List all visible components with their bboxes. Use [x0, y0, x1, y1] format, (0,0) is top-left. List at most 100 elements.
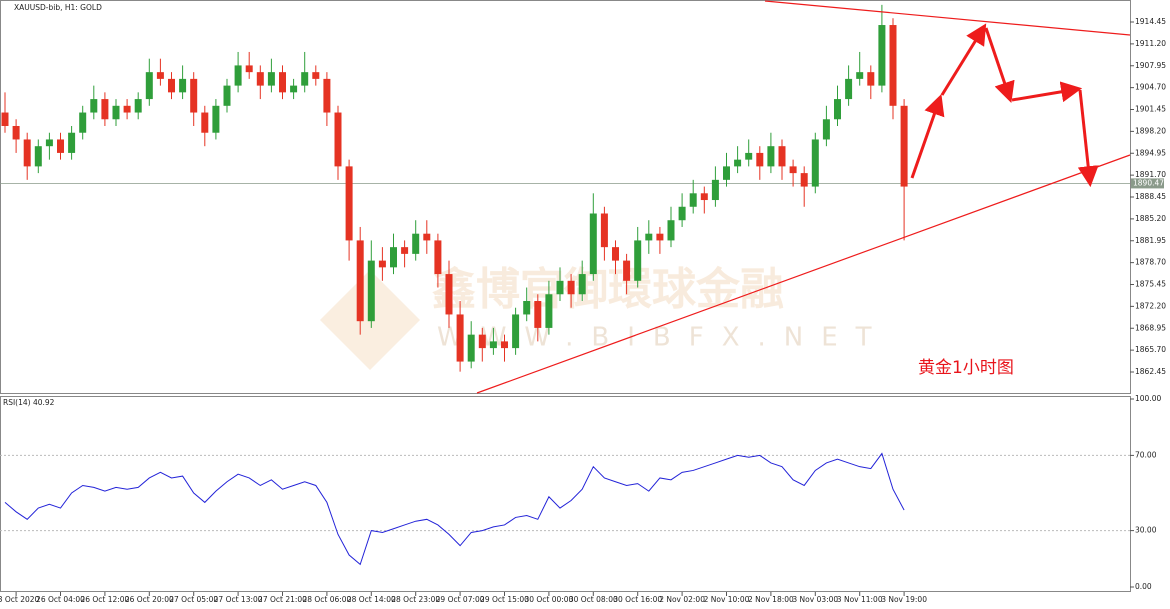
arrow: [1077, 89, 1099, 188]
candle-body: [800, 173, 808, 187]
y-tick-label: 1911.20: [1135, 39, 1166, 48]
candle-body: [323, 78, 331, 113]
y-tick-label: 100.00: [1135, 394, 1161, 403]
candle-body: [356, 240, 364, 322]
x-tick-label: 3 Nov 11:00: [837, 595, 883, 604]
y-tick-label: 1907.95: [1135, 61, 1166, 70]
candle-body: [245, 65, 253, 73]
candle-body: [534, 300, 542, 328]
candle-body: [723, 166, 730, 180]
x-tick-label: 28 Oct 14:00: [347, 595, 396, 604]
candle-body: [423, 233, 431, 241]
y-tick-label: 1901.45: [1135, 105, 1166, 114]
y-tick-label: 1872.20: [1135, 301, 1166, 310]
candle-body: [290, 85, 298, 93]
y-tick-label: 0.00: [1135, 582, 1152, 591]
candle-body: [822, 119, 830, 140]
y-tick-label: 1894.95: [1135, 148, 1166, 157]
y-tick-label: 70.00: [1135, 450, 1157, 459]
candle-body: [478, 334, 486, 349]
y-tick-label: 1862.45: [1135, 367, 1166, 376]
watermark-text: 鑫博官御環球金融: [432, 264, 784, 315]
x-tick-label: 29 Oct 07:00: [436, 595, 485, 604]
arrow: [940, 23, 987, 96]
candle-body: [1, 112, 9, 126]
candle-body: [156, 72, 164, 79]
x-tick-label: 3 Nov 19:00: [881, 595, 927, 604]
y-tick-label: 1885.20: [1135, 214, 1166, 223]
candle-body: [789, 166, 797, 174]
candle-body: [34, 146, 42, 167]
candle-body: [811, 139, 819, 187]
candle-body: [345, 166, 353, 241]
candle-body: [434, 240, 442, 275]
y-tick-label: 1875.45: [1135, 280, 1166, 289]
candle-body: [623, 260, 631, 281]
x-tick-label: 28 Oct 06:00: [302, 595, 351, 604]
candle-body: [523, 300, 531, 315]
x-tick-label: 30 Oct 16:00: [613, 595, 662, 604]
candle-body: [57, 139, 64, 153]
candle-body: [45, 139, 53, 147]
candle-body: [700, 193, 708, 201]
x-tick-label: 23 Oct 2020: [0, 595, 40, 604]
rsi-panel: [0, 396, 1131, 592]
candle-body: [334, 112, 342, 167]
candle-body: [645, 233, 653, 241]
y-tick-label: 1891.70: [1135, 170, 1166, 179]
candle-body: [212, 105, 220, 133]
x-tick-label: 29 Oct 15:00: [480, 595, 529, 604]
candle-body: [734, 159, 742, 167]
candle-body: [900, 105, 908, 187]
annotation: 黄金1小时图: [918, 358, 1014, 378]
candle-body: [223, 85, 231, 106]
candle-body: [834, 99, 841, 120]
last-price-label: 1890.47: [1133, 178, 1164, 187]
candle-body: [501, 341, 508, 349]
candle-body: [201, 112, 209, 133]
y-tick-label: 1914.45: [1135, 17, 1166, 26]
trend-line: [476, 154, 1131, 394]
candle-body: [145, 72, 153, 100]
candle-body: [123, 105, 131, 113]
candle-body: [12, 125, 20, 140]
candle-body: [378, 260, 386, 268]
candle-body: [168, 78, 175, 93]
candle-body: [279, 72, 286, 93]
y-tick-label: 1878.70: [1135, 258, 1166, 267]
y-tick-label: 1865.70: [1135, 345, 1166, 354]
candle-body: [678, 206, 686, 221]
y-tick-label: 30.00: [1135, 526, 1157, 535]
candle-body: [134, 99, 142, 113]
candle-body: [867, 72, 875, 86]
candle-body: [634, 240, 642, 281]
candle-body: [179, 78, 187, 93]
candle-body: [656, 233, 664, 241]
candle-body: [612, 247, 619, 261]
candle-body: [23, 139, 31, 167]
rsi-line: [4, 452, 905, 566]
y-tick-label: 1898.20: [1135, 126, 1166, 135]
candle-body: [456, 314, 464, 362]
candle-body: [512, 314, 520, 349]
watermark-url: WWW.BIBFX.NET: [437, 323, 890, 353]
candle-body: [112, 105, 120, 120]
candle-body: [445, 274, 453, 315]
trend-line: [764, 0, 1131, 36]
x-tick-label: 30 Oct 00:00: [524, 595, 573, 604]
y-tick-label: 1904.70: [1135, 83, 1166, 92]
y-tick-label: 1888.45: [1135, 192, 1166, 201]
candle-body: [79, 112, 87, 133]
candle-body: [256, 72, 264, 86]
candle-body: [711, 179, 719, 201]
candle-body: [401, 247, 409, 254]
x-tick-label: 26 Oct 04:00: [36, 595, 85, 604]
candle-body: [312, 72, 320, 79]
x-tick-label: 27 Oct 21:00: [258, 595, 307, 604]
y-tick-label: 1881.95: [1135, 236, 1166, 245]
trend-annotations: [476, 0, 1131, 394]
candle-body: [667, 220, 675, 241]
candle-body: [467, 334, 475, 362]
y-tick-label: 1868.95: [1135, 323, 1166, 332]
